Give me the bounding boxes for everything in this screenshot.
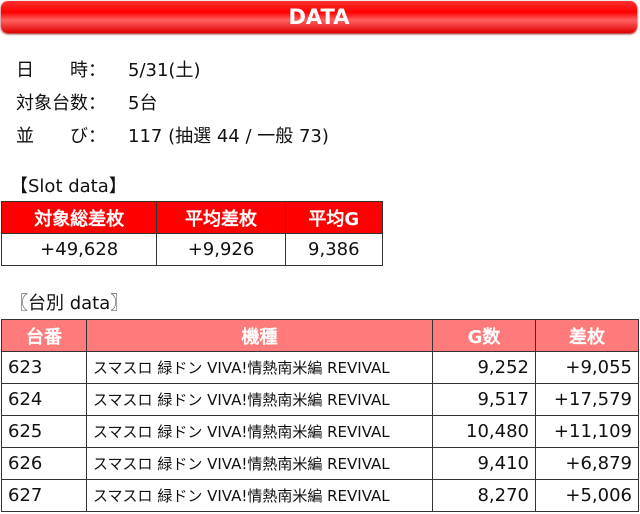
cell: 9,410 xyxy=(432,447,536,480)
cell: +6,879 xyxy=(535,447,639,480)
header: 平均G xyxy=(284,201,384,234)
unit-heading: 〖台別 data〗 xyxy=(10,293,129,314)
cell: +9,926 xyxy=(156,233,286,266)
cell: スマスロ 緑ドン VIVA!情熱南米編 REVIVAL xyxy=(86,351,433,384)
cell: スマスロ 緑ドン VIVA!情熱南米編 REVIVAL xyxy=(86,415,433,448)
header: 機種 xyxy=(86,319,433,352)
cell: 10,480 xyxy=(432,415,536,448)
header: 対象総差枚 xyxy=(0,201,158,234)
cell: 624 xyxy=(1,383,87,416)
cell: 626 xyxy=(1,447,87,480)
cell: +5,006 xyxy=(535,479,639,512)
table-row: 625 スマスロ 緑ドン VIVA!情熱南米編 REVIVAL 10,480 +11,… xyxy=(1,415,639,448)
cell: 8,270 xyxy=(432,479,536,512)
unit-data-table: 台番 機種 G数 差枚 623 スマスロ 緑ドン VIVA!情熱南米編 REVIVAL 9… xyxy=(1,319,639,512)
cell: 627 xyxy=(1,479,87,512)
header: G数 xyxy=(432,319,536,352)
cell: スマスロ 緑ドン VIVA!情熱南米編 REVIVAL xyxy=(86,447,433,480)
table-row: 623 スマスロ 緑ドン VIVA!情熱南米編 REVIVAL 9,252 +9,05… xyxy=(1,351,639,384)
header: 差枚 xyxy=(535,319,639,352)
cell: +17,579 xyxy=(535,383,639,416)
info-count: 対象台数： 5台 xyxy=(16,93,158,114)
slot-heading: 【Slot data】 xyxy=(10,176,127,197)
cell: スマスロ 緑ドン VIVA!情熱南米編 REVIVAL xyxy=(86,383,433,416)
slot-summary-table: 対象総差枚 平均差枚 平均G +49,628 +9,926 9,386 xyxy=(0,201,384,266)
table-row: 624 スマスロ 緑ドン VIVA!情熱南米編 REVIVAL 9,517 +17,5… xyxy=(1,383,639,416)
table-row: 627 スマスロ 緑ドン VIVA!情熱南米編 REVIVAL 8,270 +5,00… xyxy=(1,479,639,512)
cell: +49,628 xyxy=(0,233,158,266)
cell: 9,386 xyxy=(284,233,384,266)
cell: 9,252 xyxy=(432,351,536,384)
info-date: 日 時： 5/31(土) xyxy=(16,60,201,81)
info-line: 並 び： 117 (抽選 44 / 一般 73) xyxy=(16,126,329,147)
cell: 623 xyxy=(1,351,87,384)
table-row: 626 スマスロ 緑ドン VIVA!情熱南米編 REVIVAL 9,410 +6,87… xyxy=(1,447,639,480)
cell: 9,517 xyxy=(432,383,536,416)
header: 平均差枚 xyxy=(156,201,286,234)
header: 台番 xyxy=(1,319,87,352)
cell: 625 xyxy=(1,415,87,448)
cell: +11,109 xyxy=(535,415,639,448)
cell: +9,055 xyxy=(535,351,639,384)
title-banner: DATA xyxy=(1,1,637,33)
cell: スマスロ 緑ドン VIVA!情熱南米編 REVIVAL xyxy=(86,479,433,512)
